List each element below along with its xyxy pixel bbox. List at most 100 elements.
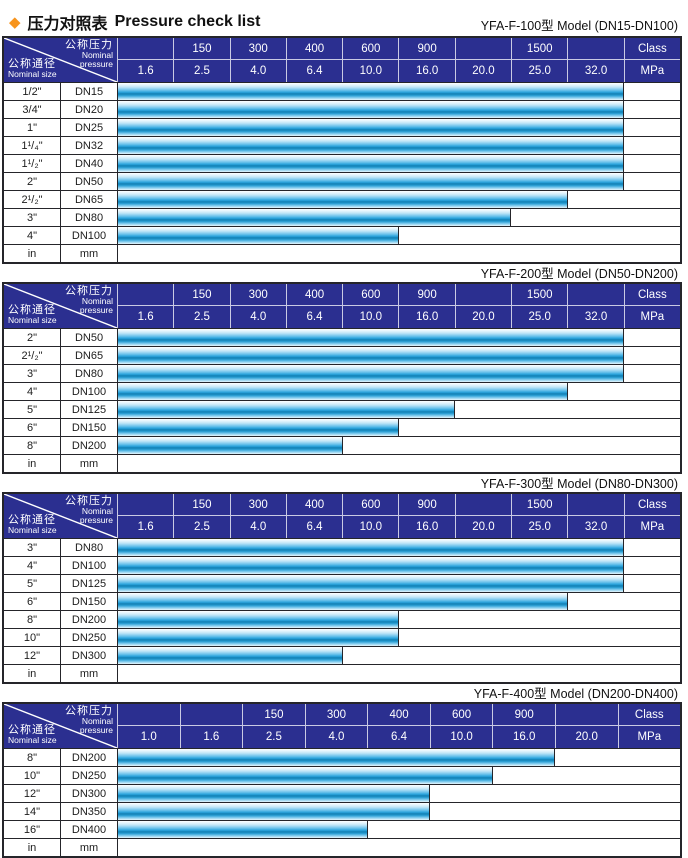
page-title: ◆ 压力对照表 Pressure check list — [2, 10, 260, 34]
pressure-range-bar — [118, 539, 624, 556]
class-header-cell: 400 — [286, 494, 344, 516]
pressure-range-bar — [118, 767, 493, 784]
row-dn-cell: DN125 — [61, 401, 118, 418]
table-row: 1" DN25 — [4, 118, 680, 136]
pressure-range-bar — [118, 209, 512, 226]
row-dn-cell: DN65 — [61, 347, 118, 364]
row-size-cell: 14" — [4, 803, 61, 820]
pressure-range-bar — [118, 419, 399, 436]
mpa-header-cell: 25.0 — [512, 306, 569, 328]
row-dn-cell: DN50 — [61, 329, 118, 346]
row-size-cell: 10" — [4, 767, 61, 784]
mpa-header-cell: 4.0 — [306, 726, 369, 748]
pressure-range-bar — [118, 137, 624, 154]
class-header-row: 150 300 400 600 900 1500 Class — [118, 38, 680, 60]
mpa-header-cell: 10.0 — [343, 60, 400, 82]
row-size-cell: 8" — [4, 437, 61, 454]
nominal-size-en: Nominal size — [8, 735, 57, 746]
class-header-cell: 400 — [286, 284, 344, 306]
table-row: 5" DN125 — [4, 574, 680, 592]
row-dn-cell: DN100 — [61, 227, 118, 244]
nominal-size-zh: 公称通径 — [8, 514, 56, 527]
nominal-pressure-zh: 公称压力 — [65, 285, 113, 297]
nominal-pressure-en1: Nominal — [81, 50, 113, 60]
pressure-range-bar — [118, 803, 431, 820]
row-dn-cell: DN15 — [61, 83, 118, 100]
diagonal-line — [4, 494, 117, 538]
mpa-header-cell: 6.4 — [368, 726, 431, 748]
class-header-cell: 400 — [368, 704, 431, 726]
row-dn-cell: DN65 — [61, 191, 118, 208]
class-header-cell: 600 — [343, 284, 400, 306]
row-dn-cell: DN400 — [61, 821, 118, 838]
mpa-header-cell: 1.0 — [118, 726, 181, 748]
row-size-cell: 5" — [4, 575, 61, 592]
mpa-header-row: 1.6 2.5 4.0 6.4 10.0 16.0 20.0 25.0 32.0 MPa — [118, 60, 680, 82]
bar-track — [118, 401, 680, 418]
row-dn-cell: DN25 — [61, 119, 118, 136]
class-header-cell: 1500 — [512, 38, 569, 60]
table-section-4: YFA-F-400型 Model (DN200-DN400) 公称压力 Nomina… — [2, 686, 682, 858]
class-header-cell: 300 — [305, 704, 369, 726]
class-header-cell: 150 — [174, 284, 231, 306]
pressure-range-bar — [118, 329, 624, 346]
table-row: 12" DN300 — [4, 646, 680, 664]
class-header-cell: 600 — [343, 494, 400, 516]
pressure-range-bar — [118, 575, 624, 592]
class-header-cell: 600 — [343, 38, 400, 60]
pressure-range-bar — [118, 785, 431, 802]
table-row: 1/2" DN15 — [4, 82, 680, 100]
row-size-cell: 3" — [4, 209, 61, 226]
mpa-header-cell: 4.0 — [231, 60, 287, 82]
class-header-cell — [455, 38, 513, 60]
class-header-cell: Class — [624, 284, 680, 306]
table-row: 3" DN80 — [4, 538, 680, 556]
pressure-range-bar — [118, 101, 624, 118]
header-columns: 150 300 400 600 900 1500 Class 1.6 2.5 4.0 6.4 10.0… — [118, 38, 680, 82]
row-size-cell: 12" — [4, 785, 61, 802]
table-row: 16" DN400 — [4, 820, 680, 838]
mpa-header-cell: 20.0 — [556, 726, 619, 748]
class-header-cell: 150 — [174, 494, 231, 516]
nominal-pressure-en2: pressure — [79, 725, 113, 736]
header-columns: 150 300 400 600 900 Class 1.0 1.6 2.5 4.0 6.4 10.0 1… — [118, 704, 681, 748]
row-dn-cell: DN40 — [61, 155, 118, 172]
table-3-subtitle: YFA-F-300型 Model (DN80-DN300) — [480, 477, 678, 491]
bar-track — [118, 101, 680, 118]
row-size-cell: 8" — [4, 749, 61, 766]
pressure-range-bar — [118, 593, 568, 610]
diagonal-header-cell: 公称压力 Nominal pressure 公称通径 Nominal size — [4, 38, 118, 82]
row-size-cell: 3/4" — [4, 101, 61, 118]
diagonal-line — [4, 704, 117, 748]
class-header-cell: 300 — [230, 284, 287, 306]
bar-track — [118, 419, 680, 436]
header-columns: 150 300 400 600 900 1500 Class 1.6 2.5 4.0 6.4 10.0… — [118, 494, 680, 538]
nominal-size-en: Nominal size — [8, 315, 57, 326]
row-dn-cell: DN50 — [61, 173, 118, 190]
row-dn-cell: DN100 — [61, 383, 118, 400]
mpa-header-cell: 25.0 — [512, 60, 569, 82]
bar-track — [118, 245, 680, 262]
bar-track — [118, 227, 680, 244]
pressure-range-bar — [118, 83, 624, 100]
pressure-table-1: 公称压力 Nominal pressure 公称通径 Nominal size 150 30… — [2, 36, 682, 264]
mpa-header-cell: 32.0 — [568, 306, 625, 328]
nominal-size-label: 公称通径 Nominal size — [8, 515, 57, 536]
diagonal-line — [4, 284, 117, 328]
row-size-cell: 1¹/₂" — [4, 155, 61, 172]
class-header-cell: 900 — [399, 38, 456, 60]
nominal-pressure-label: 公称压力 Nominal pressure — [65, 40, 113, 70]
pressure-range-bar — [118, 749, 556, 766]
table-row: 14" DN350 — [4, 802, 680, 820]
row-size-cell: 6" — [4, 593, 61, 610]
class-header-row: 150 300 400 600 900 1500 Class — [118, 284, 680, 306]
row-dn-cell: DN200 — [61, 437, 118, 454]
class-header-cell: 900 — [493, 704, 556, 726]
table-row: 2¹/₂" DN65 — [4, 190, 680, 208]
bar-track — [118, 455, 680, 472]
class-header-cell — [568, 494, 625, 516]
class-header-cell — [555, 704, 619, 726]
row-size-cell: 4" — [4, 557, 61, 574]
bar-track — [118, 191, 680, 208]
row-size-cell: 3" — [4, 365, 61, 382]
